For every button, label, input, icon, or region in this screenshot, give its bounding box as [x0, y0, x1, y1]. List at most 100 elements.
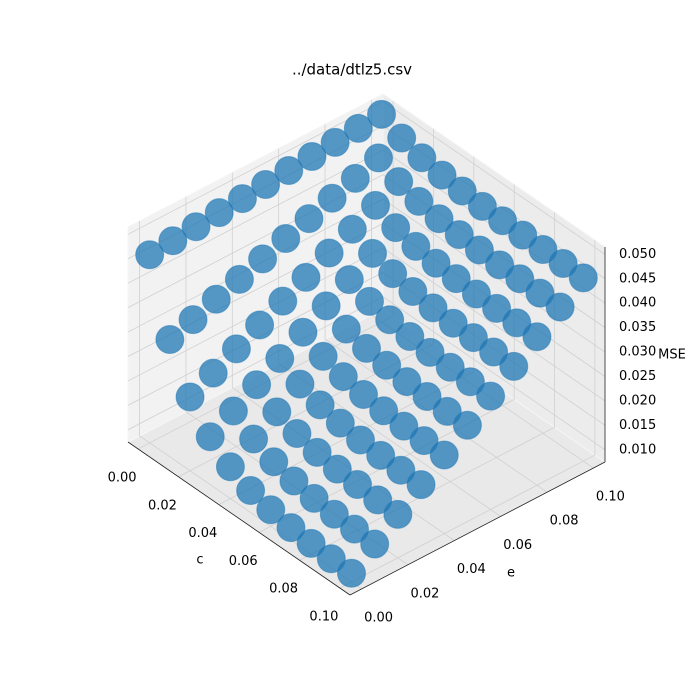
point: [479, 337, 509, 367]
point: [522, 322, 552, 352]
point: [364, 143, 393, 173]
point: [488, 206, 518, 236]
point: [294, 204, 324, 234]
grid-line: [382, 296, 606, 451]
point: [395, 322, 425, 352]
point: [288, 317, 318, 347]
point: [349, 379, 378, 409]
point: [424, 204, 454, 234]
point: [398, 276, 428, 306]
point: [360, 529, 390, 559]
point: [455, 367, 485, 397]
point: [218, 396, 248, 426]
point: [224, 264, 254, 294]
point: [444, 220, 474, 250]
point: [409, 426, 439, 456]
point: [337, 558, 366, 588]
point: [427, 160, 457, 190]
point: [262, 397, 292, 427]
point: [320, 127, 350, 157]
z-tick-label: 0.040: [619, 296, 656, 311]
point: [378, 259, 408, 289]
x-axis-label: c: [196, 553, 203, 568]
point: [340, 163, 370, 193]
point: [236, 475, 266, 505]
point: [337, 214, 367, 244]
point: [386, 455, 416, 485]
x-tick-label: 0.10: [309, 610, 338, 625]
point: [499, 351, 529, 381]
x-tick-label: 0.06: [229, 554, 258, 569]
point: [482, 293, 512, 323]
point: [276, 513, 306, 543]
point: [505, 264, 535, 294]
point: [528, 235, 558, 265]
point: [248, 244, 278, 274]
point: [435, 352, 465, 382]
point: [367, 99, 396, 129]
z-tick-label: 0.015: [619, 418, 656, 433]
point: [268, 286, 298, 316]
grid-line: [127, 100, 384, 235]
point: [384, 167, 414, 197]
point: [325, 408, 355, 438]
point: [346, 425, 375, 455]
point: [383, 499, 413, 529]
point: [242, 370, 272, 400]
point: [369, 396, 399, 426]
point: [372, 350, 402, 380]
point: [319, 499, 349, 529]
point: [485, 250, 515, 280]
point: [438, 308, 468, 338]
point: [308, 341, 338, 371]
point: [441, 264, 471, 294]
point: [401, 231, 431, 261]
point: [467, 191, 497, 221]
point: [279, 466, 309, 496]
point: [322, 454, 352, 484]
point: [343, 470, 372, 500]
x-tick-label: 0.02: [148, 498, 177, 513]
x-tick-label: 0.08: [269, 582, 298, 597]
point: [476, 381, 506, 411]
point: [251, 170, 281, 200]
point: [271, 224, 301, 254]
point: [239, 424, 269, 454]
point: [305, 390, 335, 420]
y-tick-label: 0.02: [410, 586, 439, 601]
point: [215, 452, 245, 482]
point: [198, 358, 228, 388]
z-tick-label: 0.045: [619, 271, 656, 286]
point: [296, 528, 326, 558]
y-axis-label: e: [507, 566, 515, 581]
point: [525, 278, 555, 308]
point: [429, 440, 459, 470]
y-tick-label: 0.00: [364, 610, 393, 625]
x-tick-label: 0.00: [108, 470, 137, 485]
point: [245, 310, 275, 340]
point: [464, 235, 494, 265]
y-tick-label: 0.08: [550, 514, 579, 529]
point: [274, 156, 304, 186]
point: [178, 305, 208, 335]
point: [302, 437, 332, 467]
point: [548, 248, 578, 278]
point: [256, 495, 286, 525]
point: [221, 334, 251, 364]
point: [340, 514, 369, 544]
y-tick-label: 0.04: [457, 562, 486, 577]
grid-line: [382, 101, 606, 255]
point: [195, 422, 225, 452]
point: [406, 470, 436, 500]
z-tick-label: 0.020: [619, 393, 656, 408]
point: [343, 113, 373, 143]
point: [545, 292, 575, 322]
point: [297, 141, 327, 171]
point: [317, 183, 347, 213]
point: [447, 176, 477, 206]
point: [299, 483, 329, 513]
chart-title: ../data/dtlz5.csv: [292, 61, 412, 79]
axis-line: [349, 461, 606, 596]
point: [328, 362, 358, 392]
